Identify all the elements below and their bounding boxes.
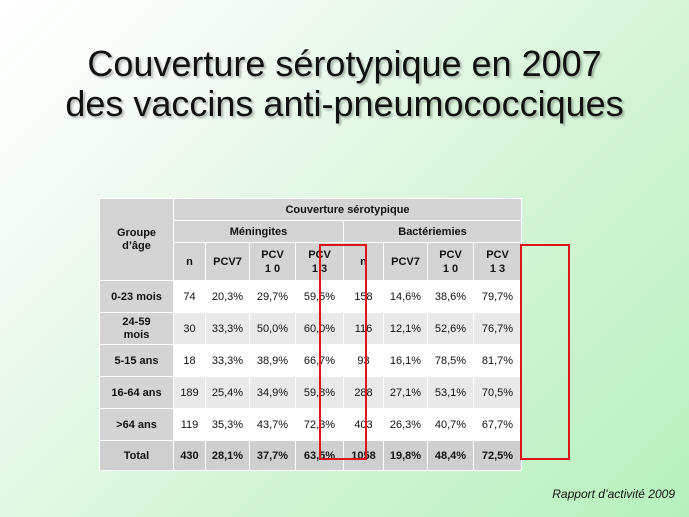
table-row: 0-23 mois 74 20,3% 29,7% 59,5% 158 14,6%… (99, 280, 522, 313)
table-cell: 119 (173, 408, 206, 441)
row-group-label: Total (99, 440, 174, 471)
table-cell: 116 (343, 312, 384, 345)
table-cell: 189 (173, 376, 206, 409)
table-cell: 28,1% (205, 440, 250, 471)
title-line-2: des vaccins anti-pneumococciques (65, 83, 624, 124)
row-group-label: 16-64 ans (99, 376, 174, 409)
table-cell: 50,0% (249, 312, 296, 345)
group-header: Groupe d’âge (99, 198, 174, 281)
sub-header: PCV7 (383, 242, 428, 281)
table-cell: 158 (343, 280, 384, 313)
slide-title: Couverture sérotypique en 2007 des vacci… (0, 44, 689, 124)
table-cell: 67,7% (473, 408, 522, 441)
sub-header: PCV1 0 (249, 242, 296, 281)
table-cell: 76,7% (473, 312, 522, 345)
meningitis-header: Méningites (173, 220, 344, 243)
table-cell: 52,6% (427, 312, 474, 345)
sub-header: PCV7 (205, 242, 250, 281)
table-row: >64 ans 119 35,3% 43,7% 72,3% 403 26,3% … (99, 408, 522, 441)
row-group-label: 5-15 ans (99, 344, 174, 377)
table-cell: 12,1% (383, 312, 428, 345)
table-cell: 20,3% (205, 280, 250, 313)
table-cell: 19,8% (383, 440, 428, 471)
table-cell: 430 (173, 440, 206, 471)
table-cell: 33,3% (205, 312, 250, 345)
table-cell: 37,7% (249, 440, 296, 471)
table-cell: 27,1% (383, 376, 428, 409)
table-cell: 79,7% (473, 280, 522, 313)
table-cell: 53,1% (427, 376, 474, 409)
table-cell: 1058 (343, 440, 384, 471)
sub-header-row: n PCV7 PCV1 0 PCV1 3 n PCV7 PCV1 0 PCV1 … (100, 242, 522, 281)
table-cell: 25,4% (205, 376, 250, 409)
table-cell: 72,5% (473, 440, 522, 471)
sub-header: n (343, 242, 384, 281)
table-cell: 30 (173, 312, 206, 345)
total-row: Total 430 28,1% 37,7% 63,5% 1058 19,8% 4… (99, 440, 522, 471)
sub-header: PCV1 3 (473, 242, 522, 281)
table-cell: 29,7% (249, 280, 296, 313)
sub-header: n (173, 242, 206, 281)
table-cell: 33,3% (205, 344, 250, 377)
table-cell: 14,6% (383, 280, 428, 313)
table-cell: 78,5% (427, 344, 474, 377)
row-group-label: >64 ans (99, 408, 174, 441)
table-cell: 16,1% (383, 344, 428, 377)
table-row: 16-64 ans 189 25,4% 34,9% 59,8% 288 27,1… (99, 376, 522, 409)
table-cell: 34,9% (249, 376, 296, 409)
source-note: Rapport d’activité 2009 (552, 487, 675, 501)
row-group-label: 24-59 mois (99, 312, 174, 345)
table-cell: 74 (173, 280, 206, 313)
table-cell: 38,6% (427, 280, 474, 313)
table-cell: 70,5% (473, 376, 522, 409)
table-row: 24-59 mois 30 33,3% 50,0% 60,0% 116 12,1… (99, 312, 522, 345)
coverage-table: Groupe d’âge Couverture sérotypique Méni… (99, 198, 522, 471)
table-cell: 35,3% (205, 408, 250, 441)
table-cell: 81,7% (473, 344, 522, 377)
table-cell: 18 (173, 344, 206, 377)
table-cell: 43,7% (249, 408, 296, 441)
pcv13-bacteremia-highlight (520, 244, 570, 460)
table-cell: 26,3% (383, 408, 428, 441)
bacteremia-header: Bactériemies (343, 220, 522, 243)
table-cell: 48,4% (427, 440, 474, 471)
table-cell: 38,9% (249, 344, 296, 377)
sub-header: PCV1 0 (427, 242, 474, 281)
title-line-1: Couverture sérotypique en 2007 (87, 43, 602, 84)
coverage-header: Couverture sérotypique (173, 198, 522, 221)
table-cell: 288 (343, 376, 384, 409)
table-row: 5-15 ans 18 33,3% 38,9% 66,7% 93 16,1% 7… (99, 344, 522, 377)
row-group-label: 0-23 mois (99, 280, 174, 313)
table-cell: 403 (343, 408, 384, 441)
pcv13-meningitis-highlight (319, 244, 367, 460)
table-cell: 40,7% (427, 408, 474, 441)
